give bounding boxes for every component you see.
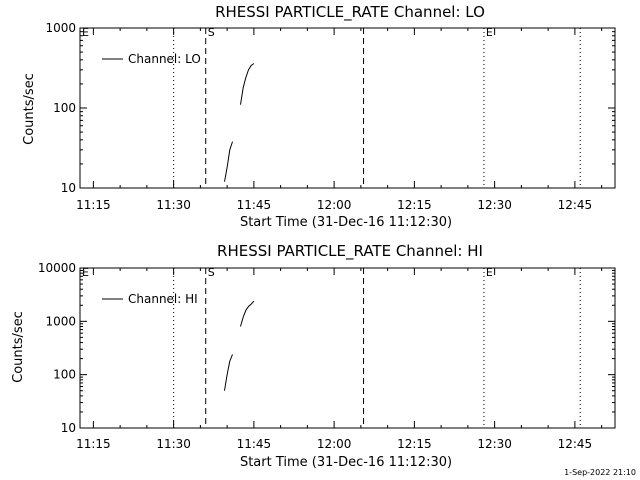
x-tick-label: 11:45 (237, 437, 272, 451)
footer-timestamp: 1-Sep-2022 21:10 (564, 468, 636, 477)
x-tick-label: 12:00 (317, 198, 352, 212)
marker-label: S (208, 266, 215, 279)
x-tick-label: 12:15 (397, 437, 432, 451)
y-tick-label: 10000 (38, 261, 76, 275)
chart-title: RHESSI PARTICLE_RATE Channel: LO (215, 3, 485, 22)
x-axis-label: Start Time (31-Dec-16 11:12:30) (240, 215, 452, 230)
y-axis-label: Counts/sec (22, 73, 37, 145)
y-tick-label: 10 (61, 421, 76, 435)
chart-panel-lo: RHESSI PARTICLE_RATE Channel: LO Start T… (22, 3, 616, 230)
x-tick-label: 11:15 (76, 437, 111, 451)
marker-label: E (486, 266, 493, 279)
x-tick-label: 12:00 (317, 437, 352, 451)
x-tick-label: 11:15 (76, 198, 111, 212)
x-axis-label: Start Time (31-Dec-16 11:12:30) (240, 455, 452, 470)
chart-title: RHESSI PARTICLE_RATE Channel: HI (217, 242, 483, 261)
marker-label: S (208, 26, 215, 39)
series-line (224, 354, 233, 391)
marker-label: E (486, 26, 493, 39)
legend-label: Channel: HI (128, 292, 198, 306)
marker-label: E (82, 266, 89, 279)
series-line (224, 141, 233, 182)
legend-label: Channel: LO (128, 52, 201, 66)
x-tick-label: 11:30 (156, 198, 191, 212)
y-tick-label: 1000 (45, 314, 76, 328)
x-tick-label: 12:45 (558, 198, 593, 212)
y-tick-label: 1000 (45, 21, 76, 35)
x-tick-label: 12:15 (397, 198, 432, 212)
chart-panel-hi: RHESSI PARTICLE_RATE Channel: HI Start T… (11, 242, 616, 470)
x-tick-label: 12:30 (477, 198, 512, 212)
legend: Channel: LO (102, 52, 201, 66)
x-tick-label: 12:30 (477, 437, 512, 451)
series-line (240, 63, 255, 105)
x-tick-label: 12:45 (558, 437, 593, 451)
legend: Channel: HI (102, 292, 198, 306)
y-axis-label: Counts/sec (11, 311, 26, 383)
y-tick-label: 100 (53, 368, 76, 382)
x-tick-label: 11:30 (156, 437, 191, 451)
y-tick-label: 10 (61, 181, 76, 195)
marker-label: E (82, 26, 89, 39)
series-line (240, 300, 255, 327)
y-tick-label: 100 (53, 101, 76, 115)
x-tick-label: 11:45 (237, 198, 272, 212)
